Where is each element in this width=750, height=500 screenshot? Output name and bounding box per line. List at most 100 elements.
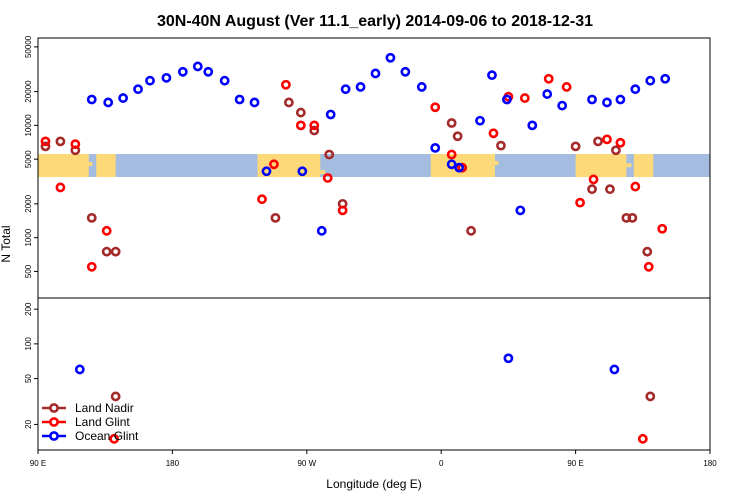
ocean-glint-point xyxy=(630,84,641,95)
x-tick-label: 180 xyxy=(166,459,180,468)
land-nadir-point xyxy=(295,107,306,118)
land-nadir-point xyxy=(645,391,656,402)
ocean-glint-point xyxy=(355,82,366,92)
x-tick-label: 90 E xyxy=(567,459,583,468)
legend-label-land-glint: Land Glint xyxy=(75,415,130,429)
land-glint-point xyxy=(55,182,66,193)
legend-label-land-nadir: Land Nadir xyxy=(75,401,134,415)
ocean-glint-point xyxy=(400,66,411,77)
top-points xyxy=(40,52,671,272)
legend-marker-land-glint xyxy=(49,417,59,427)
ocean-glint-point xyxy=(587,94,597,105)
land-glint-point xyxy=(295,120,306,131)
land-glint-point xyxy=(630,181,641,192)
legend-marker-ocean-glint xyxy=(49,431,59,441)
land-nadir-point xyxy=(270,212,281,223)
land-glint-point xyxy=(40,136,51,147)
ocean-glint-point xyxy=(430,142,441,153)
land-nadir-point xyxy=(642,246,653,257)
x-tick-label: 90 W xyxy=(297,459,316,468)
land-nadir-point xyxy=(621,212,632,223)
land-glint-point xyxy=(588,174,599,185)
island xyxy=(109,166,115,171)
land-glint-point xyxy=(337,205,348,216)
land-nadir-point xyxy=(605,184,615,195)
ocean-band xyxy=(38,154,710,177)
land-nadir-point xyxy=(110,391,121,402)
land-segment xyxy=(575,154,627,177)
ocean-glint-point xyxy=(615,94,626,105)
land-glint-point xyxy=(309,120,320,131)
ocean-glint-point xyxy=(385,52,396,63)
island xyxy=(87,162,93,167)
ocean-glint-point xyxy=(118,93,129,103)
land-glint-point xyxy=(70,139,81,150)
ocean-glint-point xyxy=(609,364,620,375)
top-y-tick-label: 10000 xyxy=(24,114,33,137)
ocean-glint-point xyxy=(86,94,97,105)
ocean-glint-point xyxy=(645,75,656,86)
land-nadir-point xyxy=(446,118,457,128)
ocean-glint-point xyxy=(325,109,336,120)
bottom-points xyxy=(74,353,656,444)
ocean-glint-point xyxy=(446,159,457,170)
land-nadir-point xyxy=(452,131,463,142)
land-glint-point xyxy=(446,149,457,160)
legend-label-ocean-glint: Ocean Glint xyxy=(75,429,139,443)
top-y-axis: 500 1000 2000 5000 10000 20000 50000 xyxy=(24,35,38,278)
ocean-glint-point xyxy=(261,166,272,177)
land-glint-point xyxy=(519,93,530,103)
bottom-y-tick-label: 20 xyxy=(24,419,33,428)
bottom-panel-frame xyxy=(37,297,711,451)
land-nadir-point xyxy=(101,246,112,257)
ocean-glint-point xyxy=(503,353,514,364)
top-y-tick-label: 500 xyxy=(24,264,33,278)
land-glint-point xyxy=(280,79,291,90)
land-glint-point xyxy=(561,82,572,92)
ocean-glint-point xyxy=(192,61,203,72)
top-y-tick-label: 1000 xyxy=(24,228,33,246)
land-nadir-point xyxy=(283,97,294,108)
ocean-glint-point xyxy=(297,166,308,177)
x-tick-label: 90 E xyxy=(30,459,46,468)
island xyxy=(493,160,499,165)
ocean-glint-point xyxy=(219,75,230,86)
top-y-tick-label: 50000 xyxy=(24,35,33,58)
land-nadir-point xyxy=(570,141,581,152)
ocean-glint-point xyxy=(557,100,568,111)
island xyxy=(320,170,326,175)
ocean-glint-point xyxy=(203,66,214,77)
land-glint-point xyxy=(643,261,654,272)
land-nadir-point xyxy=(496,140,506,151)
ocean-glint-point xyxy=(542,89,553,99)
ocean-glint-point xyxy=(660,73,671,84)
land-nadir-point xyxy=(611,145,621,156)
land-glint-point xyxy=(101,225,112,236)
y-axis-label: N Total xyxy=(0,225,13,262)
land-glint-point xyxy=(602,134,612,145)
island xyxy=(645,167,651,172)
x-axis-label: Longitude (deg E) xyxy=(326,477,421,491)
x-tick-label: 0 xyxy=(439,459,444,468)
ocean-glint-point xyxy=(502,94,512,105)
land-nadir-point xyxy=(466,225,476,236)
ocean-glint-point xyxy=(74,364,85,375)
land-segment xyxy=(633,154,654,177)
land-glint-point xyxy=(543,73,554,84)
top-y-tick-label: 5000 xyxy=(24,150,33,168)
x-tick-label: 180 xyxy=(703,459,717,468)
bottom-y-tick-label: 50 xyxy=(24,374,33,383)
land-nadir-point xyxy=(86,212,97,223)
bottom-y-tick-label: 100 xyxy=(24,337,33,351)
bottom-panel: 20 50 100 200 xyxy=(24,297,711,451)
world-map-strip xyxy=(38,154,710,177)
land-glint-point xyxy=(615,137,626,148)
land-glint-point xyxy=(86,261,97,272)
x-axis: 90 E 180 90 W 0 90 E 180 xyxy=(30,450,717,468)
ocean-glint-point xyxy=(133,84,143,95)
ocean-glint-point xyxy=(602,97,612,108)
bottom-y-tick-label: 200 xyxy=(24,302,33,316)
land-nadir-point xyxy=(110,246,121,257)
